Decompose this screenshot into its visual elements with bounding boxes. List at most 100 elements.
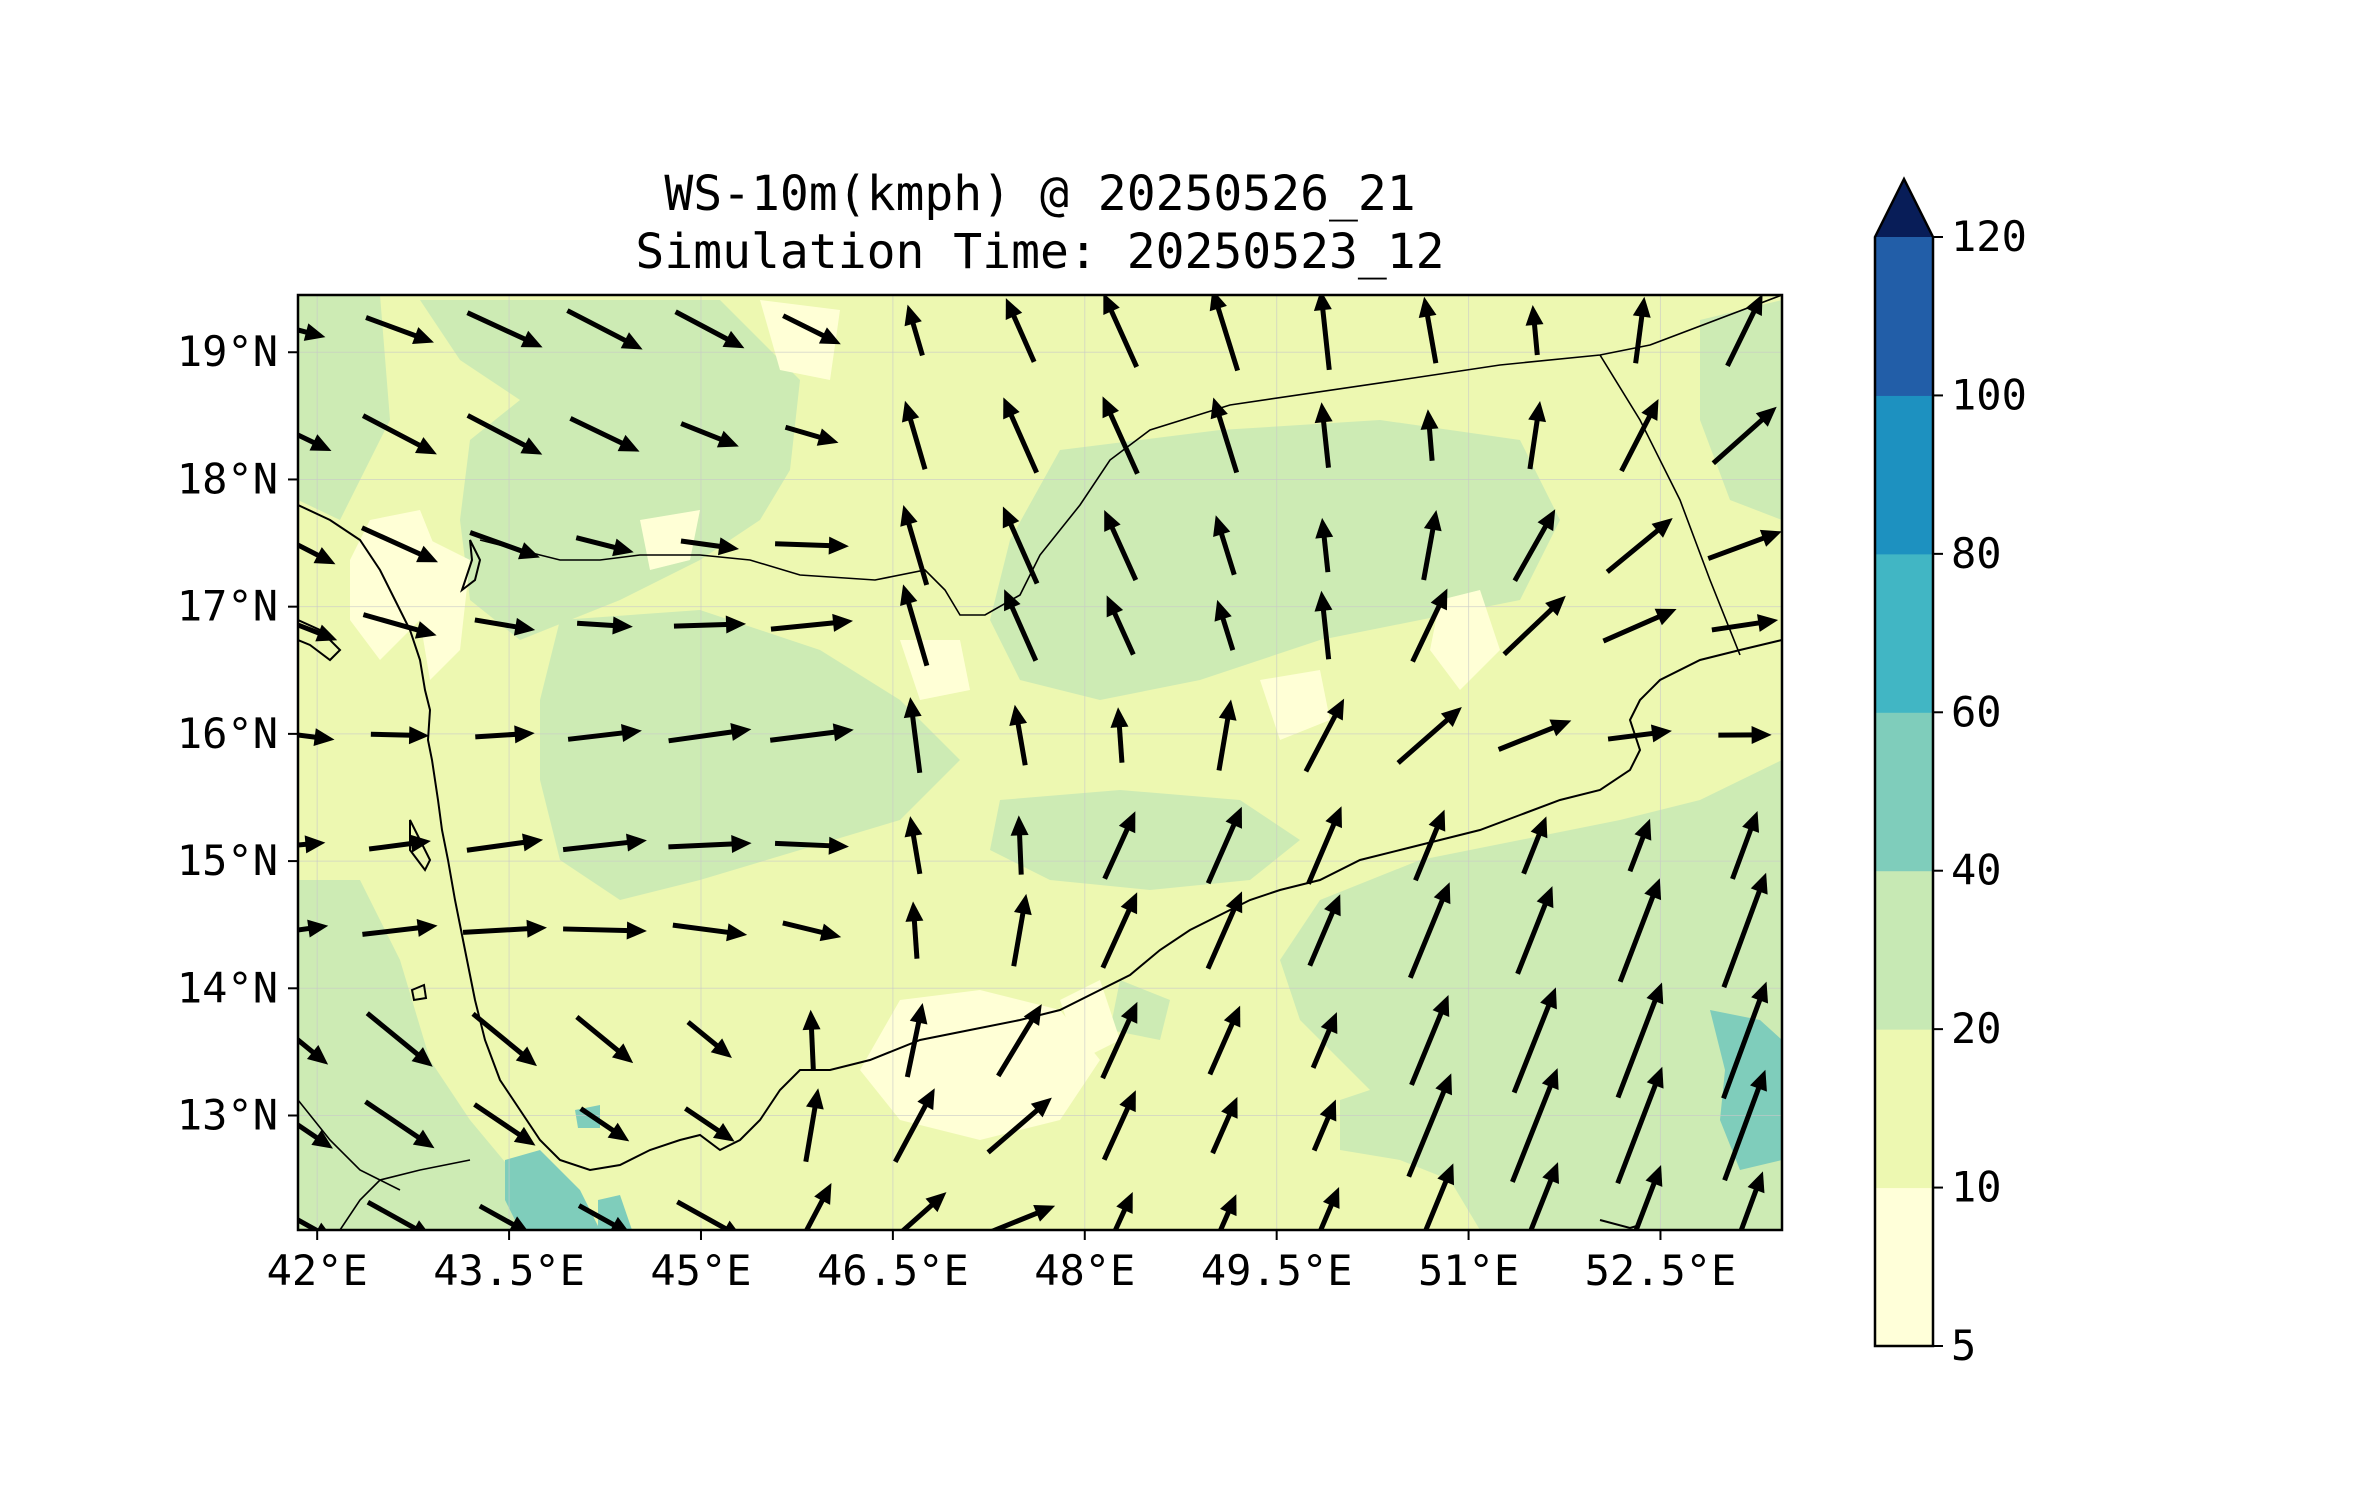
lon-tick-label: 46.5°E (817, 1246, 969, 1295)
wind-arrow (1510, 1068, 1559, 1183)
wind-arrow (1311, 1099, 1337, 1152)
wind-arrow (562, 833, 647, 853)
wind-arrow (579, 1106, 630, 1142)
map-area (298, 295, 1782, 1230)
wind-arrow (986, 1097, 1052, 1155)
wind-arrow (474, 617, 536, 636)
wind-arrow (1009, 704, 1028, 766)
wind-arrow (1528, 1162, 1559, 1230)
wind-arrow (904, 1003, 928, 1078)
wind-arrow (1738, 1171, 1765, 1230)
wind-arrow (298, 1217, 327, 1230)
wind-arrow (782, 313, 841, 345)
wind-arrow (478, 1203, 528, 1230)
colorbar-tick-label: 10 (1951, 1163, 2002, 1212)
wind-arrow (674, 309, 745, 349)
wind-arrow (1722, 1069, 1767, 1182)
wind-arrow (469, 530, 540, 560)
wind-arrow (1721, 872, 1768, 989)
wind-arrow (1307, 894, 1341, 967)
wind-arrow (576, 616, 633, 635)
wind-arrow (1102, 396, 1140, 475)
colorbar-tick-label: 20 (1951, 1004, 2002, 1053)
wind-arrow (370, 726, 430, 745)
colorbar-tick-label: 80 (1951, 529, 2002, 578)
wind-arrow (1310, 1012, 1338, 1069)
wind-arrow (904, 304, 925, 357)
wind-arrow (1615, 982, 1664, 1099)
wind-arrow (1396, 707, 1462, 765)
map-frame (296, 293, 1784, 1232)
wind-arrow (298, 1121, 333, 1149)
wind-arrows (298, 295, 1782, 1230)
wind-arrow (1100, 892, 1138, 969)
colorbar: 5 10 20 40 60 80 100 120 (1873, 176, 2027, 1370)
wind-arrow (1711, 406, 1777, 466)
longitude-axis: 42°E 43.5°E 45°E 46.5°E 48°E 49.5°E 51°E 52.5°E (267, 1230, 1736, 1295)
wind-arrow (1605, 518, 1673, 574)
colorbar-segment (1875, 237, 1933, 396)
lon-tick-label: 51°E (1418, 1246, 1519, 1295)
field-40-60-band (505, 1010, 1782, 1230)
wind-arrow (362, 612, 437, 639)
wind-arrow (770, 613, 854, 632)
wind-arrow (566, 308, 643, 350)
wind-arrow (364, 1099, 435, 1149)
wind-arrow (1315, 517, 1334, 573)
wind-arrow (1409, 995, 1450, 1086)
wind-arrow (298, 1036, 329, 1065)
colorbar-tick-label: 40 (1951, 846, 2002, 895)
wind-arrow (1725, 295, 1763, 368)
wind-arrow (673, 615, 747, 634)
wind-arrow (1100, 1001, 1138, 1080)
wind-arrow (1205, 891, 1243, 970)
wind-arrow (1306, 806, 1342, 885)
wind-arrow (680, 421, 739, 448)
wind-arrow (1527, 400, 1547, 470)
wind-arrow (298, 835, 326, 854)
wind-arrow (784, 424, 839, 446)
wind-arrow (893, 1088, 935, 1163)
colorbar-tick-label: 100 (1951, 370, 2027, 419)
lat-tick-label: 17°N (177, 582, 278, 631)
wind-arrow (1102, 811, 1136, 880)
lon-tick-label: 43.5°E (433, 1246, 585, 1295)
wind-arrow (567, 724, 642, 742)
wind-arrow (680, 537, 740, 556)
wind-arrow (668, 835, 752, 853)
lat-tick-label: 16°N (177, 709, 278, 758)
colorbar-segment (1875, 395, 1933, 555)
wind-arrow (361, 413, 437, 455)
colorbar-segment (1875, 1029, 1933, 1189)
wind-arrow (1210, 397, 1240, 474)
wind-arrow (368, 834, 431, 853)
wind-arrow (803, 1088, 824, 1163)
lat-tick-label: 15°N (177, 836, 278, 885)
wind-arrow (1101, 1090, 1136, 1161)
wind-arrow (473, 1102, 536, 1146)
map-title: WS-10m(kmph) @ 20250526_21 (664, 166, 1416, 222)
wind-arrow (1104, 509, 1139, 582)
wind-arrow (900, 584, 930, 667)
wind-arrow (1213, 515, 1237, 576)
grid-lines (298, 295, 1782, 1230)
wind-arrow (1314, 590, 1333, 660)
wind-arrow (1303, 698, 1345, 773)
wind-arrow (769, 723, 854, 743)
wind-arrow (1313, 295, 1332, 371)
wind-arrow (462, 919, 547, 938)
lat-tick-label: 18°N (177, 454, 278, 503)
wind-arrow (672, 922, 748, 942)
wind-arrow (1003, 397, 1039, 474)
wind-arrow (1005, 298, 1037, 363)
lon-tick-label: 48°E (1034, 1246, 1135, 1295)
wind-arrow (1110, 707, 1129, 763)
map-subtitle: Simulation Time: 20250523_12 (635, 224, 1445, 280)
wind-arrow (365, 1011, 433, 1067)
lat-tick-label: 13°N (177, 1091, 278, 1140)
wind-arrow (904, 816, 923, 875)
wind-arrow (901, 400, 928, 470)
wind-arrow (1209, 295, 1241, 372)
wind-arrow (803, 1182, 832, 1230)
